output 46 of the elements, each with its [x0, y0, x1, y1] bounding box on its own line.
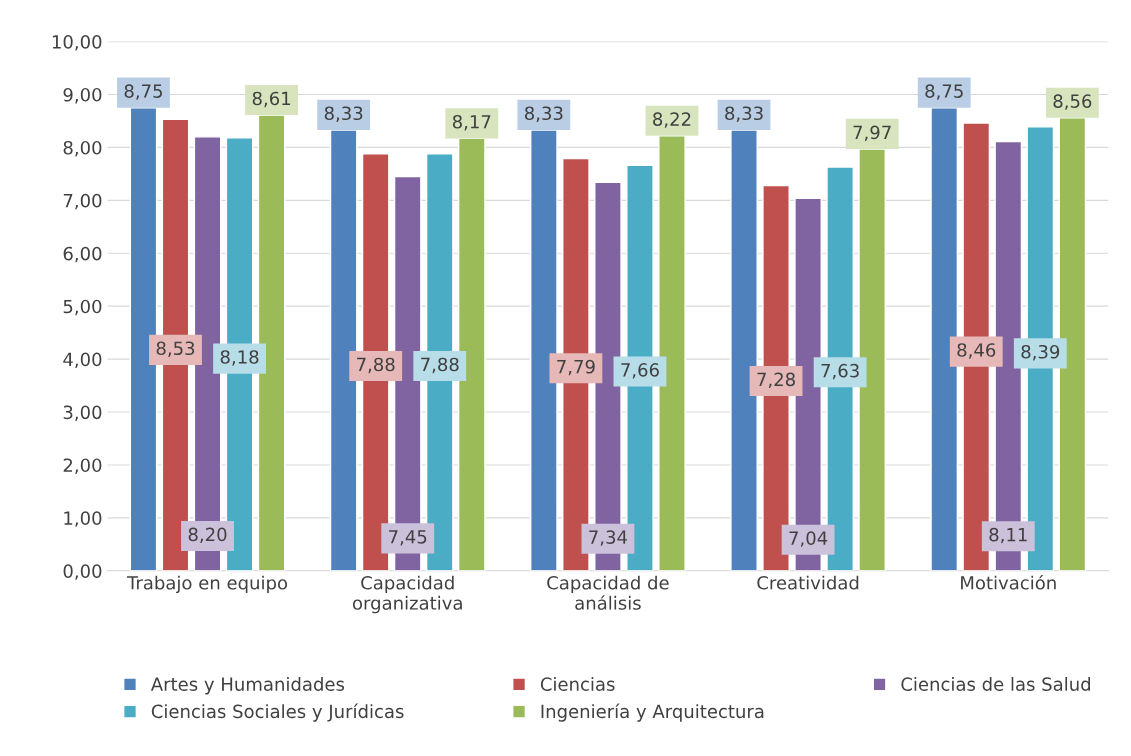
data-label: 7,66 — [621, 363, 659, 379]
x-tick-label: Trabajo en equipo — [126, 575, 288, 594]
data-label: 8,33 — [725, 106, 763, 122]
data-label: 8,56 — [1053, 94, 1092, 110]
legend-label: Ciencias — [540, 676, 615, 691]
data-label: 7,63 — [821, 363, 859, 380]
data-label: 7,88 — [357, 357, 395, 374]
x-tick-label: Creatividad — [757, 575, 859, 590]
y-tick-label: 5,00 — [63, 299, 102, 316]
data-label: 8,33 — [324, 106, 363, 122]
data-label: 7,79 — [557, 359, 595, 376]
data-label: 8,18 — [220, 350, 259, 366]
legend-label: Artes y Humanidades — [150, 676, 345, 695]
legend-label: Ciencias Sociales y Jurídicas — [151, 703, 404, 722]
data-label: 8,75 — [124, 84, 162, 100]
legend-label: Ingeniería y Arquitectura — [541, 703, 764, 722]
data-label: 8,17 — [452, 114, 491, 131]
data-label: 8,53 — [156, 341, 195, 357]
data-label: 7,04 — [789, 531, 828, 547]
y-tick-label: 7,00 — [63, 193, 102, 210]
data-label: 7,28 — [757, 372, 795, 389]
data-label: 8,61 — [252, 91, 291, 108]
data-label: 7,45 — [389, 530, 427, 546]
data-label: 7,34 — [589, 530, 627, 546]
x-tick-label: Motivación — [961, 574, 1056, 590]
data-label: 8,20 — [188, 527, 227, 544]
data-label: 8,39 — [1021, 344, 1060, 361]
y-tick-label: 4,00 — [63, 352, 102, 369]
y-tick-label: 2,00 — [63, 458, 102, 474]
data-label: 8,33 — [524, 106, 563, 122]
x-tick-label: Capacidad organizativa — [352, 575, 462, 614]
y-tick-label: 8,00 — [63, 140, 102, 157]
data-label: 7,97 — [853, 125, 891, 141]
data-label: 8,11 — [989, 527, 1027, 544]
data-label: 8,75 — [925, 84, 963, 100]
y-tick-label: 6,00 — [63, 246, 102, 263]
y-tick-label: 1,00 — [64, 511, 102, 527]
x-tick-label: Capacidad de análisis — [547, 575, 669, 610]
y-tick-label: 3,00 — [63, 405, 102, 421]
legend-label: Ciencias de las Salud — [901, 676, 1090, 691]
data-label: 8,22 — [653, 112, 691, 128]
y-tick-label: 10,00 — [52, 35, 102, 51]
y-tick-label: 0,00 — [63, 564, 102, 580]
y-tick-label: 9,00 — [63, 87, 102, 104]
data-label: 7,88 — [421, 357, 459, 374]
data-label: 8,46 — [957, 343, 996, 359]
